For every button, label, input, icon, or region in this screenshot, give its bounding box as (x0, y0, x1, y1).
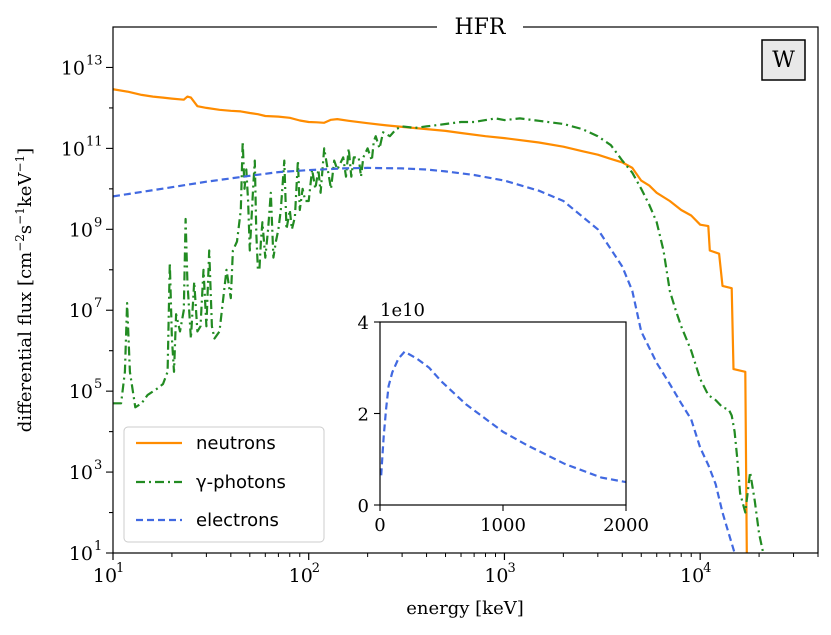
element-badge-label: W (772, 48, 795, 73)
inset-y-tick-label: 0 (358, 496, 369, 517)
x-tick-exponent: 4 (703, 561, 711, 576)
inset-y-multiplier: 1e10 (380, 300, 425, 321)
x-tick-label: 10 (484, 565, 508, 587)
y-tick-label: 10 (69, 219, 93, 241)
y-tick-label: 10 (61, 57, 85, 79)
x-tick-label: 10 (93, 565, 117, 587)
inset-x-tick-label: 2000 (603, 515, 649, 536)
y-tick-exponent: 3 (94, 458, 102, 473)
inset-y-tick-label: 2 (358, 405, 369, 426)
series-line-photons (113, 117, 765, 553)
title-backdrop (437, 14, 523, 40)
x-tick-exponent: 2 (312, 561, 320, 576)
y-tick-exponent: 1 (94, 539, 102, 554)
x-tick-label: 10 (680, 565, 704, 587)
y-tick-label: 10 (69, 381, 93, 403)
inset-x-tick-label: 0 (374, 515, 385, 536)
element-badge (761, 39, 806, 81)
x-tick-exponent: 1 (116, 561, 124, 576)
y-tick-label: 10 (69, 300, 93, 322)
y-tick-exponent: 11 (86, 134, 103, 149)
x-tick-label: 10 (289, 565, 313, 587)
series-line-electrons (113, 166, 736, 553)
inset-series-line (380, 350, 626, 484)
y-axis-label: differential flux [cm−2s−1keV−1] (13, 148, 36, 432)
y-tick-exponent: 9 (94, 215, 102, 230)
chart-title: HFR (454, 15, 506, 40)
inset-plot-axes: 0 1000 2000 0 2 4 (358, 313, 649, 536)
x-tick-exponent: 3 (507, 561, 515, 576)
inset-plot-series (380, 350, 626, 484)
legend-label-photons: γ-photons (196, 472, 286, 493)
y-tick-exponent: 13 (86, 53, 103, 68)
y-tick-exponent: 5 (94, 377, 102, 392)
y-tick-exponent: 7 (94, 296, 102, 311)
legend-label-electrons: electrons (196, 510, 279, 531)
inset-y-tick-label: 4 (358, 313, 369, 334)
main-plot-series (113, 88, 765, 553)
legend-label-neutrons: neutrons (196, 433, 276, 454)
series-line-neutrons (113, 88, 748, 553)
legend-box (123, 426, 325, 543)
x-axis-label: energy [keV] (406, 598, 524, 619)
legend: neutrons γ-photons electrons (123, 426, 325, 543)
inset-x-tick-label: 1000 (480, 515, 526, 536)
y-tick-label: 10 (69, 543, 93, 565)
y-tick-label: 10 (61, 138, 85, 160)
y-tick-label: 10 (69, 462, 93, 484)
inset-background (380, 322, 626, 505)
